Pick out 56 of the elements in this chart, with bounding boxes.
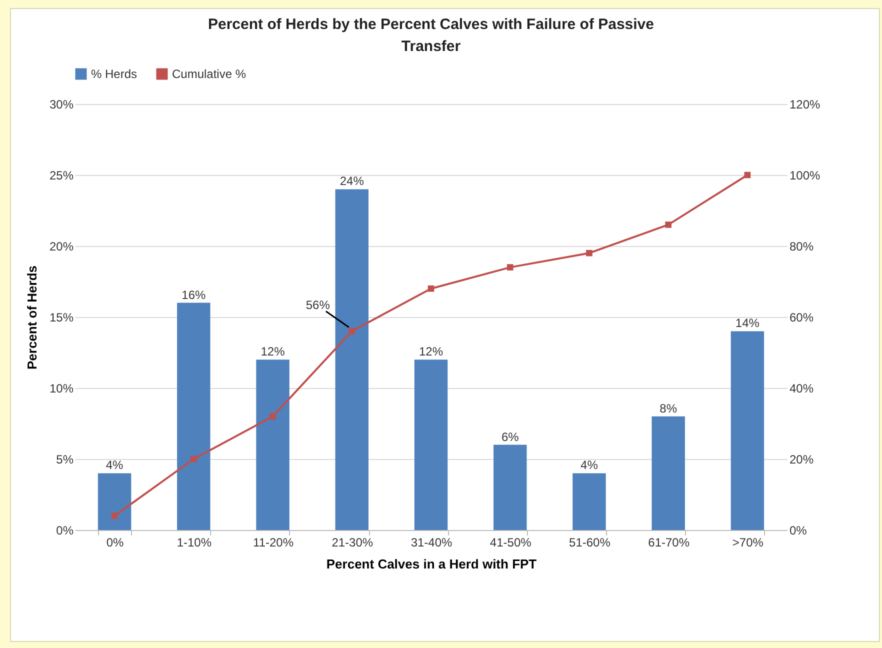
data-label: 8% [660,401,678,416]
point [190,456,197,462]
data-label: 56% [306,298,330,312]
y2-tick-label: 20% [790,452,814,466]
point [586,250,592,256]
x-tick-label: 0% [106,536,124,550]
y2-tick-label: 40% [790,382,814,396]
y-tick-label: 10% [49,382,74,396]
x-tick-label: 21-30% [332,536,374,550]
y-tick-label: 30% [49,98,74,112]
legend-label: Cumulative % [172,67,246,81]
x-tick-label: 11-20% [253,536,294,550]
point [506,264,514,270]
data-label: 12% [418,344,444,359]
point [665,222,672,228]
data-label: 6% [501,430,520,444]
point [428,285,434,292]
y2-tick-label: 100% [790,168,821,182]
y-tick-label: 25% [49,168,74,182]
bar [494,444,527,530]
data-label: 12% [260,344,286,359]
x-tick-label: 51-60% [569,536,611,550]
y-tick-label: 5% [56,452,74,466]
legend-label: % Herds [91,67,138,81]
y2-tick-label: 0% [790,524,808,538]
y2-tick-label: 120% [790,98,821,112]
y-tick-label: 0% [56,524,74,538]
data-label: 24% [340,174,364,188]
data-label: 4% [106,458,124,472]
x-tick-label: 41-50% [490,536,532,550]
data-label: 14% [735,316,760,330]
bar [730,331,764,530]
x-axis-title: Percent Calves in a Herd with FPT [326,556,537,572]
y2-tick-label: 80% [790,240,814,254]
bar [177,302,210,530]
point [348,328,356,334]
x-tick-label: 61-70% [648,536,690,550]
data-label: 16% [182,288,206,302]
point [270,413,276,420]
chart-title: Percent of Herds by the Percent Calves with Failure of Passive Transfer [208,16,654,55]
data-label: 4% [580,458,598,472]
bar [335,189,368,530]
x-tick-label: 31-40% [410,536,453,550]
bar [414,360,448,530]
point [111,512,118,519]
y-tick-label: 20% [49,240,74,254]
point [744,172,751,178]
bar [256,360,290,530]
bar [652,416,685,530]
y-tick-label: 15% [49,310,74,324]
bar [98,473,132,530]
y-axis-title: Percent of Herds [24,265,40,370]
x-tick-label: >70% [732,536,764,550]
bar [572,473,606,530]
y2-tick-label: 60% [790,310,814,324]
x-tick-label: 1-10% [176,536,212,550]
